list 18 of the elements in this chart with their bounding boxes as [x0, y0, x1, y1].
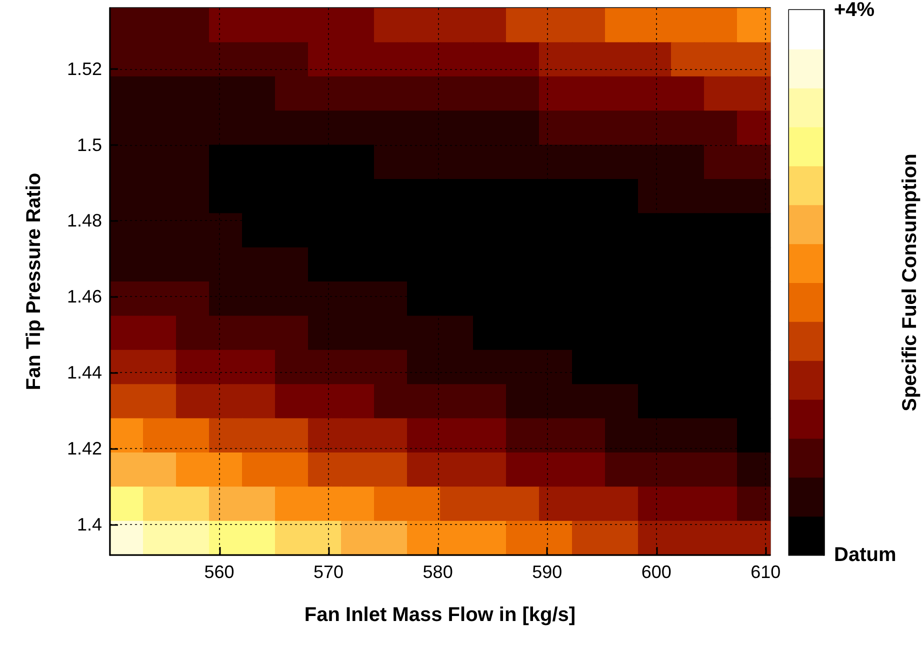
color-bar-label: +4%	[834, 0, 875, 21]
x-tick-label: 610	[750, 562, 781, 582]
x-tick-label: 580	[422, 562, 453, 582]
x-tick-label: 570	[314, 562, 344, 582]
x-tick-label: 600	[641, 562, 672, 582]
x-axis-title: Fan Inlet Mass Flow in [kg/s]	[304, 604, 576, 626]
y-tick-label: 1.46	[66, 286, 102, 307]
y-tick-label: 1.44	[66, 362, 102, 383]
y-axis-title: Fan Tip Pressure Ratio	[23, 172, 45, 390]
x-tick-label: 560	[204, 562, 234, 582]
y-tick-label: 1.4	[76, 514, 102, 535]
y-tick-label: 1.52	[66, 58, 102, 79]
y-tick-label: 1.5	[76, 134, 102, 155]
y-tick-label: 1.48	[66, 210, 102, 231]
color-bar-title: Specific Fuel Consumption	[899, 154, 922, 412]
y-tick-label: 1.42	[66, 438, 102, 459]
color-bar-label: Datum	[834, 544, 896, 566]
x-tick-label: 590	[532, 562, 562, 582]
